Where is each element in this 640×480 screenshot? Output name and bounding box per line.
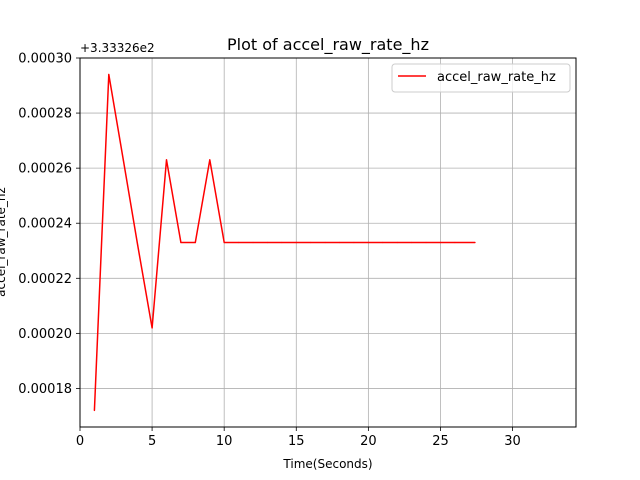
x-tick-label: 20 (360, 434, 377, 449)
data-point (425, 241, 427, 244)
data-point (439, 241, 442, 244)
x-tick-label: 30 (504, 434, 521, 449)
data-point (108, 73, 110, 76)
data-point (382, 241, 384, 244)
data-point (411, 241, 413, 244)
data-point (238, 241, 240, 244)
data-point (474, 241, 476, 244)
data-point (310, 241, 312, 244)
data-point (137, 244, 139, 246)
y-tick-label: 0.00026 (18, 162, 72, 177)
x-tick-label: 25 (432, 434, 449, 449)
y-tick-label: 0.00028 (18, 107, 72, 122)
data-point (252, 241, 254, 244)
y-tick-label: 0.00022 (18, 272, 72, 287)
legend-box (391, 63, 571, 93)
y-tick-label: 0.00024 (18, 217, 72, 232)
y-axis-label: accel_raw_rate_hz (0, 187, 8, 297)
x-tick-label: 10 (216, 434, 233, 449)
data-point (454, 241, 456, 244)
data-point (165, 159, 168, 161)
data-point (223, 241, 225, 244)
data-point (396, 241, 398, 244)
legend: accel_raw_rate_hz (391, 63, 571, 93)
y-offset-label: +3.33326e2 (80, 41, 155, 55)
data-point (295, 241, 297, 244)
y-tick-label: 0.00020 (18, 327, 72, 342)
data-point (194, 241, 196, 244)
ticks: 0 5 10 15 20 25 30 0.00018 0.00020 0.00022 0.00024… (18, 52, 521, 450)
x-tick-label: 5 (148, 434, 156, 449)
y-tick-label: 0.00030 (18, 52, 72, 67)
x-tick-label: 15 (288, 434, 305, 449)
legend-label: accel_raw_rate_hz (437, 70, 556, 85)
data-point (266, 241, 269, 244)
data-point (180, 241, 182, 244)
data-point (338, 241, 341, 244)
data-point (93, 409, 96, 412)
data-point (324, 241, 326, 244)
data-point (209, 159, 211, 161)
y-tick-label: 0.00018 (18, 382, 72, 397)
plot-frame (79, 57, 577, 428)
data-point (151, 327, 153, 329)
chart-title: Plot of accel_raw_rate_hz (227, 35, 429, 55)
series-layer (93, 73, 476, 412)
data-point (122, 159, 124, 161)
data-point (353, 241, 355, 244)
x-tick-label: 0 (76, 434, 84, 449)
data-point (367, 241, 369, 244)
data-point (281, 241, 283, 244)
x-axis-label: Time(Seconds) (282, 457, 372, 471)
